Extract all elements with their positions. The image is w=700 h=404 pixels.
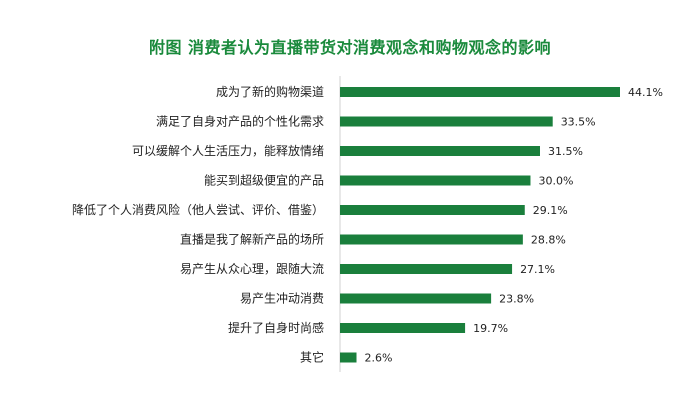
- category-label: 易产生冲动消费: [240, 291, 324, 306]
- category-label: 成为了新的购物渠道: [216, 84, 324, 99]
- bar: [340, 116, 553, 127]
- bar: [340, 205, 525, 215]
- value-label: 2.6%: [365, 352, 393, 365]
- value-label: 29.1%: [533, 204, 568, 217]
- category-label: 降低了个人消费风险（他人尝试、评价、借鉴）: [72, 202, 324, 217]
- category-label: 可以缓解个人生活压力，能释放情绪: [132, 143, 324, 158]
- bar: [340, 323, 466, 333]
- value-label: 30.0%: [538, 175, 573, 188]
- category-label: 直播是我了解新产品的场所: [180, 232, 324, 247]
- value-label: 27.1%: [520, 263, 555, 276]
- bar: [340, 146, 540, 156]
- value-label: 28.8%: [531, 234, 566, 247]
- bar: [340, 87, 620, 97]
- bar: [340, 234, 523, 245]
- bar: [340, 352, 357, 363]
- value-label: 23.8%: [499, 293, 534, 306]
- category-label: 易产生从众心理，跟随大流: [180, 261, 324, 276]
- value-label: 33.5%: [561, 116, 596, 129]
- value-label: 44.1%: [628, 86, 663, 99]
- value-label: 19.7%: [473, 322, 508, 335]
- category-label: 其它: [300, 350, 324, 365]
- category-label: 能买到超级便宜的产品: [204, 173, 324, 188]
- value-label: 31.5%: [548, 145, 583, 158]
- bar: [340, 264, 513, 274]
- bar: [340, 175, 531, 186]
- category-label: 提升了自身时尚感: [228, 320, 324, 335]
- category-label: 满足了自身对产品的个性化需求: [156, 114, 324, 129]
- bar: [340, 293, 492, 304]
- chart-title: 附图 消费者认为直播带货对消费观念和购物观念的影响: [148, 38, 552, 57]
